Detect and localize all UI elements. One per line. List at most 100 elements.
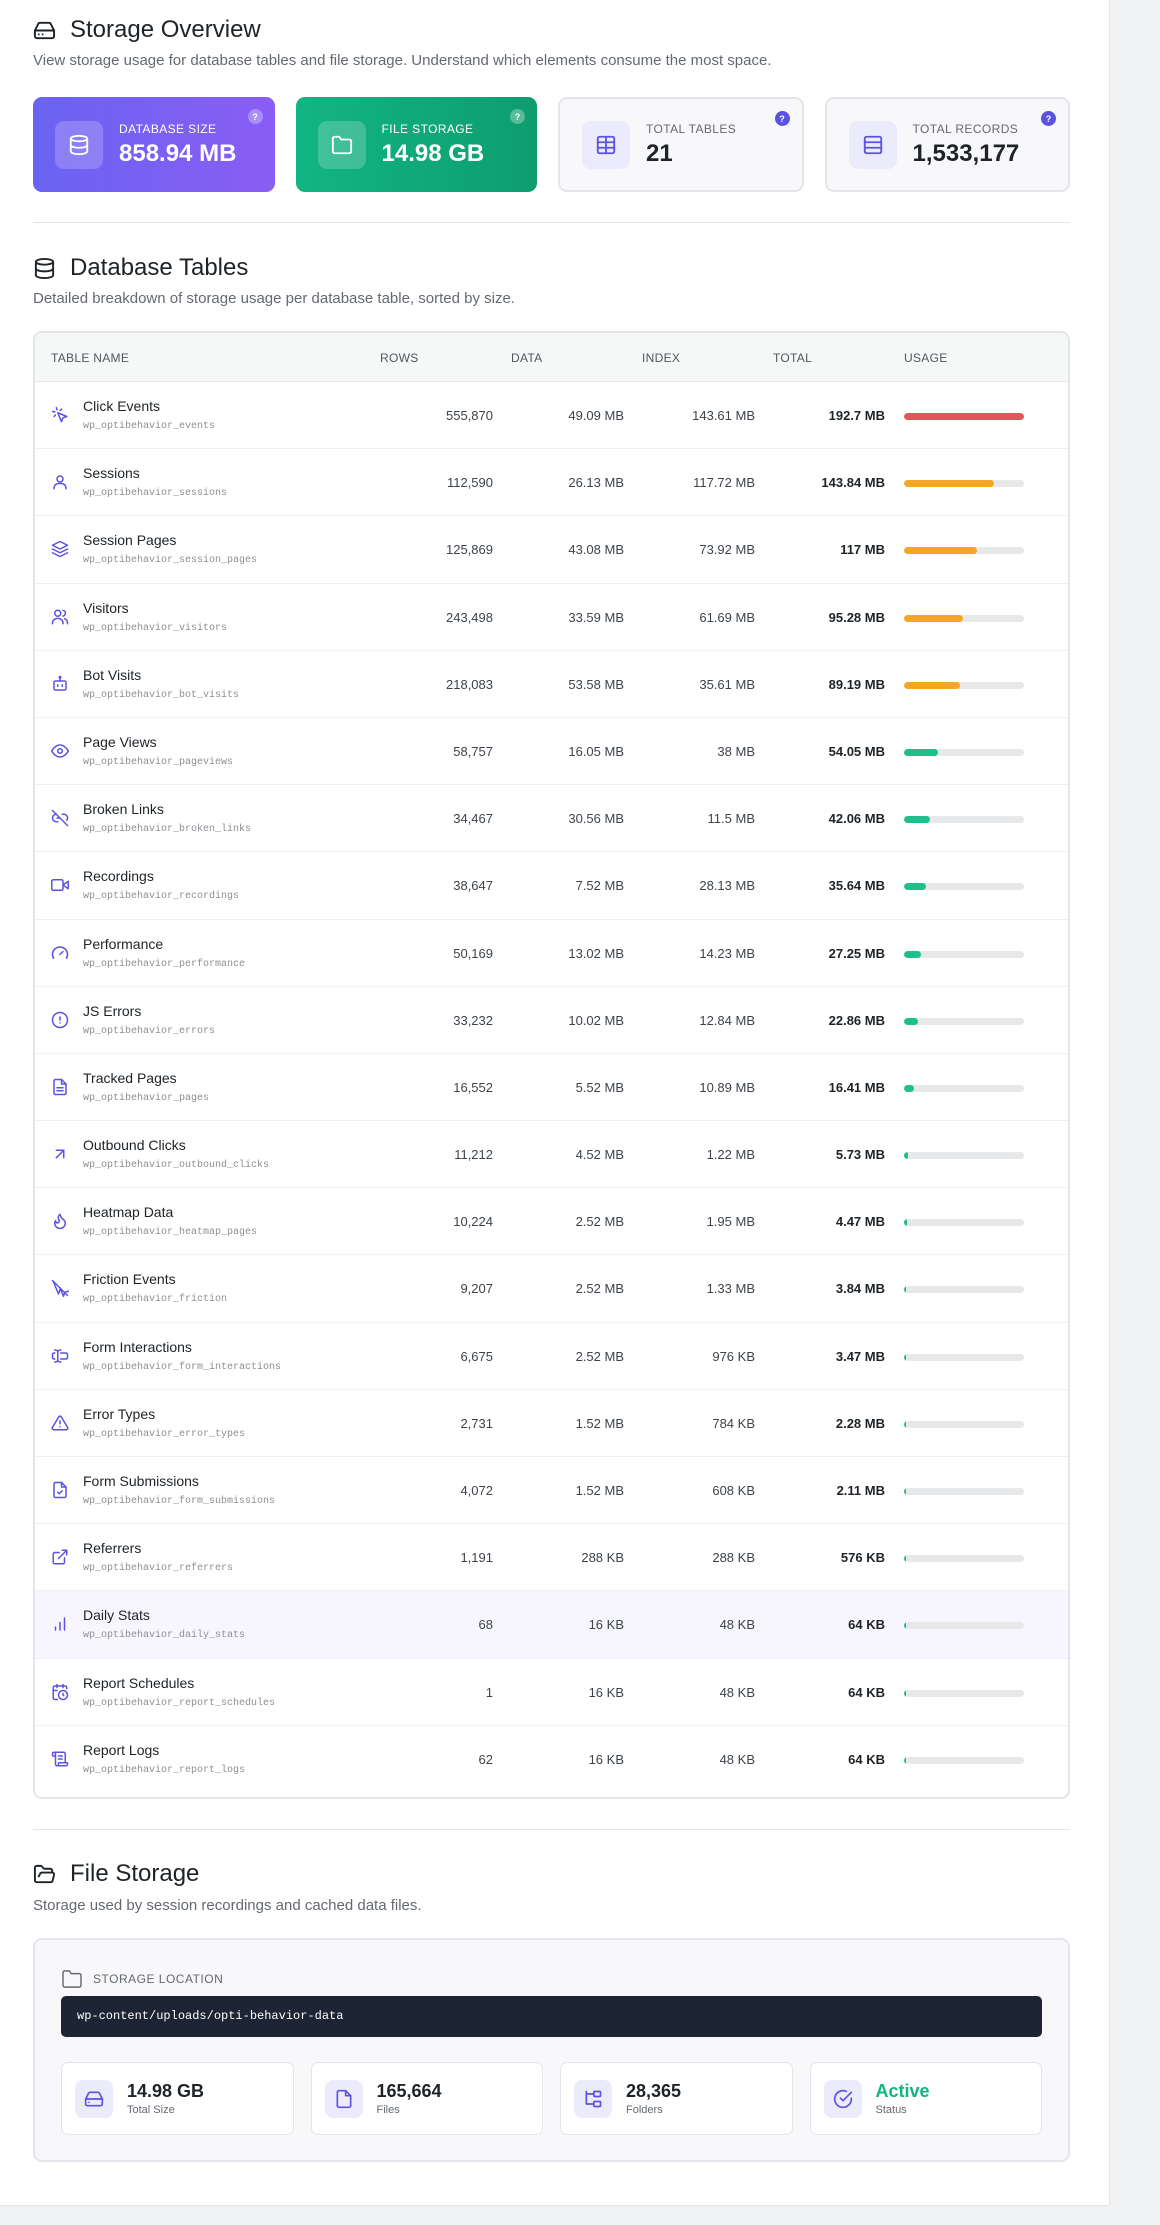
table-row[interactable]: Performance wp_optibehavior_performance 50… (35, 920, 1068, 987)
database-icon (55, 120, 103, 169)
usage-bar-fill (904, 1622, 906, 1630)
table-display-name: Visitors (83, 599, 129, 616)
index-size: 976 KB (712, 1348, 755, 1364)
tables-description: Detailed breakdown of storage usage per … (33, 290, 515, 307)
data-size: 16 KB (588, 1751, 624, 1767)
table-slug: wp_optibehavior_form_submissions (83, 1496, 276, 1507)
index-size: 48 KB (719, 1684, 755, 1700)
table-display-name: Page Views (83, 733, 157, 750)
row-count: 1 (485, 1684, 493, 1700)
stat-status: Active Status (809, 2062, 1042, 2135)
col-usage[interactable]: USAGE (904, 351, 948, 365)
table-slug: wp_optibehavior_recordings (83, 891, 240, 903)
total-size: 22.86 MB (828, 1012, 885, 1028)
col-table-name[interactable]: TABLE NAME (51, 351, 130, 365)
usage-bar (904, 614, 1024, 622)
table-row[interactable]: Tracked Pages wp_optibehavior_pages 16,552… (35, 1054, 1068, 1122)
col-rows[interactable]: ROWS (380, 351, 419, 365)
storage-location-label: STORAGE LOCATION (61, 1970, 223, 1988)
usage-bar (904, 883, 1024, 891)
table-slug: wp_optibehavior_visitors (83, 622, 228, 634)
file-text-icon (51, 1078, 69, 1096)
table-row[interactable]: Outbound Clicks wp_optibehavior_outbound_… (35, 1121, 1068, 1189)
file-stats: 14.98 GB Total Size 165,664 Files 28,365 Fo… (61, 2062, 1042, 2135)
data-size: 16 KB (588, 1617, 624, 1633)
storage-path[interactable]: wp-content/uploads/opti-behavior-data (61, 1996, 1042, 2037)
table-row[interactable]: Heatmap Data wp_optibehavior_heatmap_page… (35, 1188, 1068, 1256)
total-size: 16.41 MB (828, 1079, 885, 1095)
total-size: 35.64 MB (828, 878, 885, 894)
table-row[interactable]: Form Submissions wp_optibehavior_form_sub… (35, 1457, 1068, 1525)
table-row[interactable]: Page Views wp_optibehavior_pageviews 58,75… (35, 718, 1068, 786)
stat-value: Active (875, 2081, 930, 2101)
col-total[interactable]: TOTAL (773, 351, 813, 365)
usage-bar-fill (904, 816, 931, 824)
table-row[interactable]: Recordings wp_optibehavior_recordings 38,6… (35, 852, 1068, 920)
stat-label: Total Size (127, 2104, 175, 2116)
table-row[interactable]: Click Events wp_optibehavior_events 555,87… (35, 382, 1068, 450)
table-row[interactable]: Sessions wp_optibehavior_sessions 112,590 2… (35, 449, 1068, 517)
table-display-name: Error Types (83, 1405, 156, 1422)
table-row[interactable]: Form Interactions wp_optibehavior_form_in… (35, 1323, 1068, 1390)
folder-icon (317, 120, 366, 169)
table-slug: wp_optibehavior_pageviews (83, 756, 234, 768)
table-row[interactable]: Session Pages wp_optibehavior_session_pag… (35, 516, 1068, 584)
card-label: TOTAL TABLES (646, 121, 737, 136)
usage-bar (904, 1420, 1024, 1428)
card-label: DATABASE SIZE (119, 121, 217, 136)
row-count: 10,224 (453, 1214, 493, 1230)
data-size: 16 KB (588, 1684, 624, 1700)
table-row[interactable]: Friction Events wp_optibehavior_friction 9… (35, 1255, 1068, 1323)
file-storage-card: FILE STORAGE 14.98 GB ? (295, 97, 537, 192)
table-row[interactable]: Bot Visits wp_optibehavior_bot_visits 218,… (35, 651, 1068, 718)
table-slug: wp_optibehavior_session_pages (83, 555, 258, 567)
table-row[interactable]: Error Types wp_optibehavior_error_types 2,… (35, 1390, 1068, 1457)
help-icon[interactable]: ? (774, 111, 790, 126)
table-row[interactable]: JS Errors wp_optibehavior_errors 33,232 10.… (35, 987, 1068, 1054)
index-size: 48 KB (719, 1617, 755, 1633)
row-count: 68 (478, 1617, 493, 1633)
table-row[interactable]: Visitors wp_optibehavior_visitors 243,498 3… (35, 584, 1068, 651)
data-size: 49.09 MB (568, 408, 624, 423)
usage-bar (904, 1488, 1024, 1495)
usage-bar (904, 1152, 1024, 1160)
table-row[interactable]: Referrers wp_optibehavior_referrers 1,191 2… (35, 1524, 1068, 1592)
usage-bar (904, 950, 1024, 958)
table-row[interactable]: Report Logs wp_optibehavior_report_logs 62… (35, 1726, 1068, 1793)
hard-drive-icon (33, 21, 56, 39)
table-display-name: Report Logs (83, 1741, 160, 1758)
table-row[interactable]: Daily Stats wp_optibehavior_daily_stats 68… (35, 1591, 1068, 1659)
data-size: 2.52 MB (575, 1214, 624, 1230)
files-title: File Storage (70, 1860, 200, 1887)
help-icon[interactable]: ? (1041, 111, 1056, 126)
table-display-name: Broken Links (83, 801, 164, 818)
usage-bar (904, 480, 1024, 488)
table-slug: wp_optibehavior_form_interactions (83, 1361, 282, 1373)
col-index[interactable]: INDEX (642, 351, 681, 365)
table-slug: wp_optibehavior_heatmap_pages (83, 1227, 258, 1239)
help-icon[interactable]: ? (247, 109, 263, 124)
data-size: 26.13 MB (568, 475, 624, 491)
database-tables-table: TABLE NAME ROWS DATA INDEX TOTAL USAGE C… (33, 331, 1070, 1799)
table-row[interactable]: Report Schedules wp_optibehavior_report_s… (35, 1659, 1068, 1726)
usage-bar (904, 1756, 1024, 1764)
col-data[interactable]: DATA (511, 351, 543, 365)
help-icon[interactable]: ? (510, 109, 525, 124)
usage-bar (904, 816, 1024, 824)
table-slug: wp_optibehavior_outbound_clicks (83, 1160, 270, 1172)
table-row[interactable]: Broken Links wp_optibehavior_broken_links… (35, 785, 1068, 853)
usage-bar-fill (904, 748, 938, 756)
records-icon (848, 120, 897, 169)
cursor-off-icon (51, 1279, 70, 1298)
usage-bar-fill (904, 1689, 906, 1697)
data-size: 16.05 MB (568, 743, 624, 759)
usage-bar-fill (904, 1420, 906, 1428)
row-count: 2,731 (460, 1415, 493, 1431)
total-size: 89.19 MB (828, 676, 885, 692)
table-slug: wp_optibehavior_broken_links (83, 824, 252, 836)
table-slug: wp_optibehavior_errors (83, 1025, 216, 1037)
row-count: 218,083 (446, 676, 493, 692)
folder-icon (62, 1970, 82, 1988)
total-size: 117 MB (840, 542, 885, 558)
summary-cards: DATABASE SIZE 858.94 MB ? FILE STORAGE 14.… (33, 97, 1070, 192)
